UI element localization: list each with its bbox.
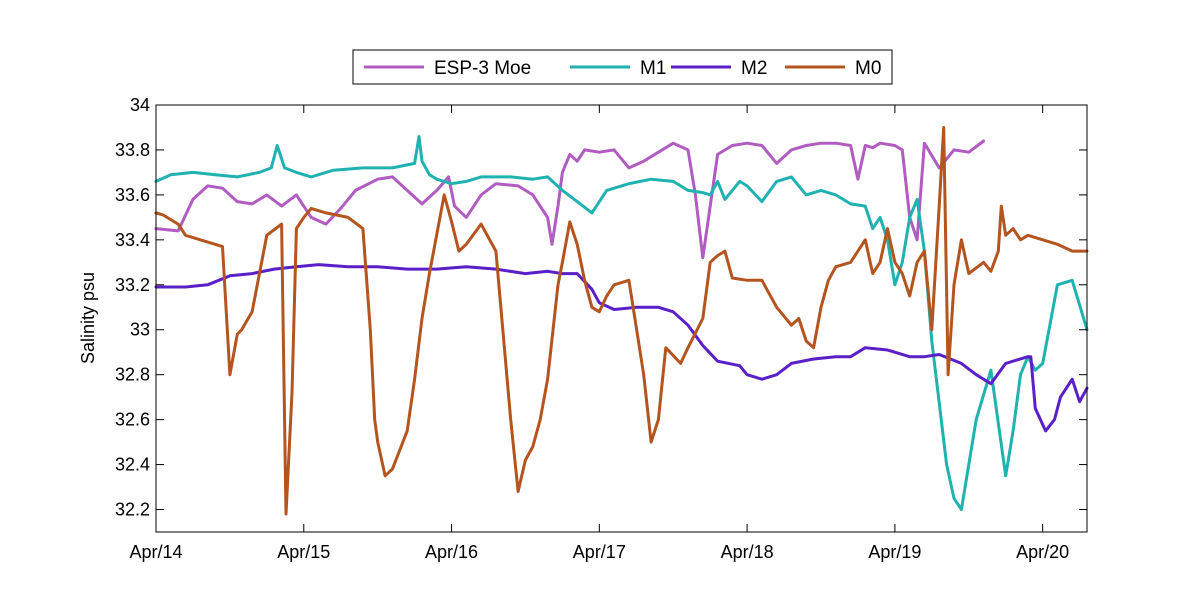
legend-label-1: M1 — [640, 58, 666, 79]
x-tick-label: Apr/14 — [129, 542, 182, 562]
y-tick-label: 32.6 — [115, 410, 150, 430]
y-tick-label: 34 — [130, 95, 150, 115]
y-tick-label: 33.8 — [115, 140, 150, 160]
legend-label-0: ESP-3 Moe — [434, 58, 531, 79]
series-line-1 — [154, 135, 1089, 511]
series-line-0 — [154, 139, 986, 260]
y-tick-label: 33 — [130, 320, 150, 340]
y-tick-label: 33.6 — [115, 185, 150, 205]
legend-label-3: M0 — [855, 58, 881, 79]
y-tick-label: 33.4 — [115, 230, 150, 250]
y-tick-label: 33.2 — [115, 275, 150, 295]
plot-area-frame — [155, 104, 1088, 533]
x-axis: Apr/14 Apr/15 Apr/16 Apr/17 Apr/18 Apr/19 Apr/… — [129, 105, 1069, 562]
series-line-3 — [154, 126, 1089, 516]
series-line-2 — [154, 263, 1089, 433]
x-tick-label: Apr/16 — [425, 542, 478, 562]
x-tick-label: Apr/15 — [277, 542, 330, 562]
y-axis-title: Salinity psu — [78, 272, 98, 364]
y-tick-label: 32.4 — [115, 455, 150, 475]
y-axis: 32.2 32.4 32.6 32.8 33 33.2 33.4 33.6 33.8 34 — [115, 95, 1087, 520]
series-layer — [154, 126, 1089, 516]
x-tick-label: Apr/19 — [868, 542, 921, 562]
legend-label-2: M2 — [741, 58, 767, 79]
x-tick-label: Apr/20 — [1016, 542, 1069, 562]
y-tick-label: 32.8 — [115, 365, 150, 385]
y-tick-label: 32.2 — [115, 500, 150, 520]
legend: ESP-3 Moe M1 M2 M0 — [352, 49, 893, 85]
x-tick-label: Apr/18 — [721, 542, 774, 562]
x-tick-label: Apr/17 — [573, 542, 626, 562]
